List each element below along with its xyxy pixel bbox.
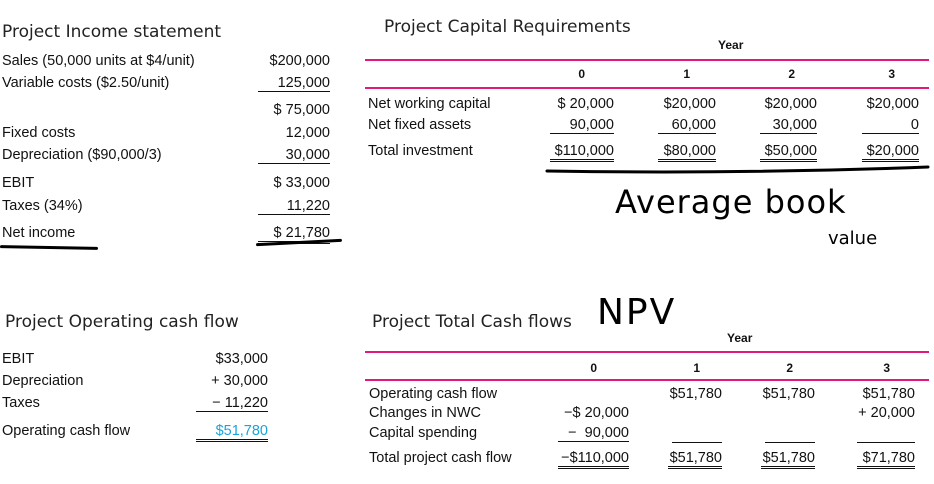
- capital-year-1: 1: [683, 67, 690, 81]
- total-capex-y0: − 90,000: [558, 425, 629, 442]
- total-capex-y3-underline: [857, 425, 915, 443]
- total-capex-y1-underline: [672, 425, 722, 443]
- total-year-3: 3: [883, 361, 890, 375]
- ocf-label-taxes: Taxes: [2, 395, 40, 411]
- total-label-capital-spending: Capital spending: [369, 425, 478, 441]
- capital-header-rule-bottom: [365, 87, 929, 89]
- total-nwc-y0: −$ 20,000: [564, 405, 629, 421]
- ocf-value-taxes: − 11,220: [196, 395, 268, 412]
- total-label-ocf: Operating cash flow: [369, 386, 498, 402]
- income-value-taxes: 11,220: [258, 198, 330, 215]
- total-ocf-y3: $51,780: [862, 386, 915, 402]
- value-annotation: value: [828, 228, 878, 249]
- capital-year-2: 2: [788, 67, 795, 81]
- ocf-value-operating-cash-flow: $51,780: [196, 423, 268, 442]
- total-cash-flows-title: Project Total Cash flows: [372, 312, 572, 332]
- total-ocf-y2: $51,780: [762, 386, 815, 402]
- total-tcf-y3: $71,780: [857, 450, 915, 469]
- income-label-fixed-costs: Fixed costs: [2, 125, 76, 141]
- capital-year-0: 0: [578, 67, 585, 81]
- operating-cash-flow-title: Project Operating cash flow: [5, 312, 239, 332]
- net-income-label-underline-mark: [0, 245, 99, 250]
- ocf-label-ebit: EBIT: [2, 351, 35, 367]
- ocf-value-depreciation: + 30,000: [211, 373, 268, 389]
- capital-fixed-assets-y3: 0: [862, 117, 919, 134]
- total-header-rule-bottom: [365, 379, 929, 381]
- capital-total-y0: $110,000: [550, 143, 614, 162]
- income-label-variable-costs: Variable costs ($2.50/unit): [2, 75, 170, 91]
- capital-total-y2: $50,000: [760, 143, 817, 162]
- capital-fixed-assets-y2: 30,000: [760, 117, 817, 134]
- total-tcf-y1: $51,780: [668, 450, 722, 469]
- capital-label-total-investment: Total investment: [368, 143, 473, 159]
- income-label-sales: Sales (50,000 units at $4/unit): [2, 53, 195, 69]
- income-value-variable-costs: 125,000: [258, 75, 330, 92]
- capital-total-y3: $20,000: [862, 143, 919, 162]
- total-label-nwc: Changes in NWC: [369, 405, 482, 421]
- capital-year-3: 3: [888, 67, 895, 81]
- income-statement-title: Project Income statement: [2, 22, 222, 42]
- income-value-depreciation: 30,000: [258, 147, 330, 164]
- average-book-annotation: Average book: [615, 183, 847, 221]
- income-value-subtotal: $ 75,000: [273, 102, 330, 118]
- total-year-1: 1: [693, 361, 700, 375]
- income-value-sales: $200,000: [269, 53, 330, 69]
- npv-annotation: NPV: [597, 292, 677, 333]
- ocf-label-operating-cash-flow: Operating cash flow: [2, 423, 131, 439]
- capital-nwc-y2: $20,000: [764, 96, 817, 112]
- capital-nwc-y0: $ 20,000: [557, 96, 614, 112]
- total-tcf-y0: −$110,000: [558, 450, 629, 469]
- total-year-header: Year: [727, 331, 753, 345]
- income-label-taxes: Taxes (34%): [2, 198, 83, 214]
- total-nwc-y3: + 20,000: [858, 405, 915, 421]
- capital-requirements-title: Project Capital Requirements: [384, 17, 631, 37]
- capital-nwc-y1: $20,000: [663, 96, 716, 112]
- capital-year-header: Year: [718, 38, 744, 52]
- total-label-total-cash-flow: Total project cash flow: [369, 450, 512, 466]
- income-label-net-income: Net income: [2, 225, 76, 241]
- capital-nwc-y3: $20,000: [866, 96, 919, 112]
- ocf-label-depreciation: Depreciation: [2, 373, 84, 389]
- capital-header-rule-top: [365, 59, 929, 61]
- total-ocf-y1: $51,780: [669, 386, 722, 402]
- capital-fixed-assets-y1: 60,000: [658, 117, 716, 134]
- income-label-depreciation: Depreciation ($90,000/3): [2, 147, 162, 163]
- total-year-0: 0: [590, 361, 597, 375]
- total-capex-y2-underline: [765, 425, 815, 443]
- ocf-value-ebit: $33,000: [215, 351, 268, 367]
- total-investment-underline-mark: [545, 165, 930, 174]
- total-header-rule-top: [365, 351, 929, 353]
- total-tcf-y2: $51,780: [761, 450, 815, 469]
- capital-fixed-assets-y0: 90,000: [550, 117, 614, 134]
- income-label-ebit: EBIT: [2, 175, 35, 191]
- income-value-fixed-costs: 12,000: [285, 125, 330, 141]
- capital-label-nwc: Net working capital: [368, 96, 491, 112]
- capital-label-fixed-assets: Net fixed assets: [368, 117, 472, 133]
- capital-total-y1: $80,000: [658, 143, 716, 162]
- total-year-2: 2: [786, 361, 793, 375]
- income-value-ebit: $ 33,000: [273, 175, 330, 191]
